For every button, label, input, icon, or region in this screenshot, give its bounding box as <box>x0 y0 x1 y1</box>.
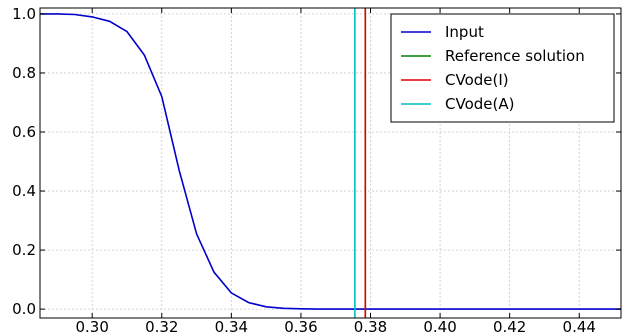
y-tick-label: 0.0 <box>12 300 36 318</box>
y-tick-labels: 0.0 0.2 0.4 0.6 0.8 1.0 <box>12 5 36 318</box>
y-tick-label: 0.8 <box>12 64 36 82</box>
plot-frame <box>39 7 622 319</box>
x-tick-label: 0.44 <box>563 318 596 336</box>
legend-label: Input <box>445 23 484 41</box>
legend-label: Reference solution <box>445 47 585 65</box>
legend-label: CVode(I) <box>445 71 509 89</box>
series-line-input <box>40 13 621 310</box>
x-tick-labels: 0.30 0.32 0.34 0.36 0.38 0.40 0.42 0.44 <box>75 318 595 336</box>
y-tick-label: 0.4 <box>12 182 36 200</box>
x-tick-label: 0.40 <box>423 318 456 336</box>
x-tick-label: 0.42 <box>493 318 526 336</box>
x-tick-label: 0.36 <box>284 318 317 336</box>
y-tick-label: 0.2 <box>12 241 36 259</box>
series-layer <box>40 8 621 318</box>
x-tick-label: 0.38 <box>354 318 387 336</box>
legend: Input Reference solution CVode(I) CVode(A) <box>390 13 615 123</box>
tick-marks <box>40 8 621 318</box>
x-tick-label: 0.32 <box>145 318 178 336</box>
y-tick-label: 1.0 <box>12 5 36 23</box>
x-tick-label: 0.34 <box>215 318 248 336</box>
y-tick-label: 0.6 <box>12 123 36 141</box>
legend-label: CVode(A) <box>445 95 514 113</box>
x-tick-label: 0.30 <box>75 318 108 336</box>
